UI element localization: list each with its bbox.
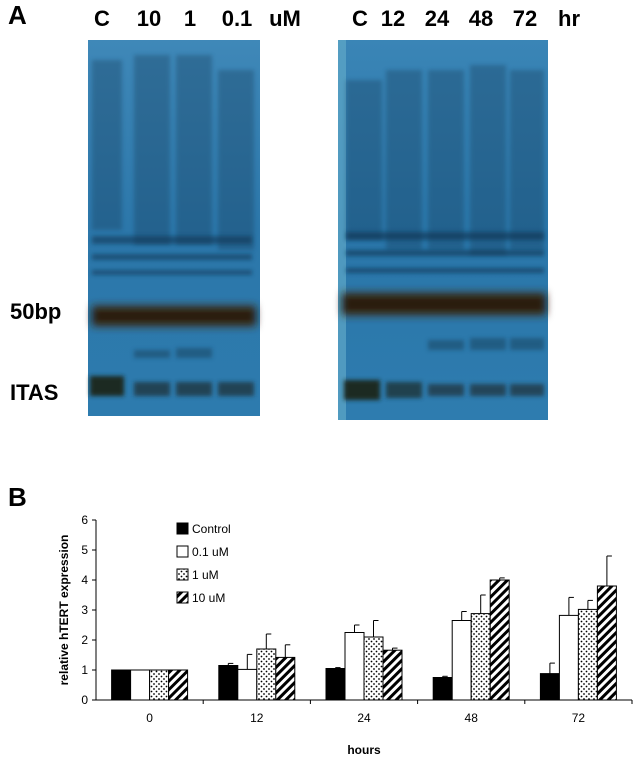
bar [275,656,296,701]
right-gel [338,40,548,420]
lane-label-72hr: 72 [512,6,538,31]
bar [325,668,346,701]
bar [363,636,384,701]
legend-swatch [176,522,189,535]
bar [451,620,472,701]
legend-label: 0.1 uM [192,545,229,559]
bar [539,673,560,701]
x-tick-label: 48 [465,711,479,725]
bar [558,614,579,701]
lane-label-12hr: 12 [380,6,406,31]
bar [489,579,510,701]
bar [130,669,151,701]
y-tick-label: 0 [81,693,88,707]
x-tick-label: 72 [572,711,586,725]
bar [470,613,491,701]
lane-label-1: 1 [183,6,197,31]
marker-50bp-label: 50bp [10,299,62,324]
bar [168,669,189,701]
lane-label-control: C [94,6,110,31]
legend-label: 1 uM [192,568,219,582]
bar [149,669,170,701]
x-tick-label: 24 [357,711,371,725]
lane-unit-hr: hr [558,6,580,31]
bar [577,608,598,701]
legend-swatch [176,545,189,558]
bar [382,649,403,701]
gel-images [88,40,548,420]
lane-label-48hr: 48 [468,6,494,31]
y-tick-label: 3 [81,603,88,617]
x-axis-label: hours [347,743,381,757]
bar [111,669,132,701]
lane-label-control-time: C [352,6,368,31]
legend-swatch [176,591,189,604]
left-gel-lane-labels: C 10 1 0.1 uM [84,6,314,36]
lane-label-24hr: 24 [424,6,450,31]
bar [596,585,617,701]
lane-unit-um: uM [269,6,301,31]
bar [432,677,453,701]
left-gel [88,40,260,416]
lane-label-10: 10 [136,6,162,31]
bar [237,668,258,701]
bar [256,648,277,701]
y-tick-label: 6 [81,513,88,527]
panel-a-letter: A [8,0,27,30]
lane-label-0-1: 0.1 [221,6,253,31]
x-tick-label: 12 [250,711,264,725]
legend-label: 10 uM [192,591,225,605]
y-tick-label: 1 [81,663,88,677]
x-tick-label: 0 [146,711,153,725]
y-tick-label: 5 [81,543,88,557]
panel-b-letter: B [8,482,27,512]
legend-swatch [176,568,189,581]
legend-label: Control [192,522,231,536]
y-tick-label: 2 [81,633,88,647]
bar [344,632,365,701]
y-axis-label: relative hTERT expression [57,535,71,686]
y-tick-label: 4 [81,573,88,587]
right-gel-lane-labels: C 12 24 48 72 hr [346,6,636,36]
bar [218,665,239,701]
marker-itas-label: ITAS [10,380,59,405]
